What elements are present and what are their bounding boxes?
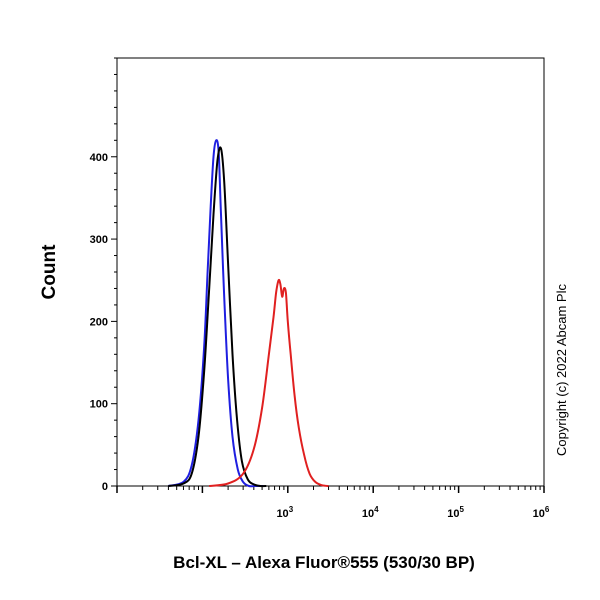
plot-frame [116,57,545,487]
x-axis: 103 104 105 106 [116,486,550,520]
y-tick-label-4: 400 [90,152,108,164]
x-tick-label-2: 105 [447,505,464,520]
y-tick-label-1: 100 [90,399,108,411]
series-line-1 [168,146,267,488]
copyright-annotation: Copyright (c) 2022 Abcam Plc [554,284,569,456]
x-tick-label-1: 104 [362,505,379,520]
y-tick-label-0: 0 [102,481,108,493]
y-tick-label-3: 300 [90,234,108,246]
x-tick-label-0: 103 [276,505,293,520]
y-tick-label-2: 200 [90,316,108,328]
series-line-2 [209,278,329,487]
x-tick-label-3: 106 [533,505,550,520]
y-axis: 0 100 200 300 400 [90,57,117,493]
y-axis-label: Count [39,244,60,300]
x-axis-label: Bcl-XL – Alexa Fluor®555 (530/30 BP) [173,553,475,572]
series-layer [168,139,329,488]
